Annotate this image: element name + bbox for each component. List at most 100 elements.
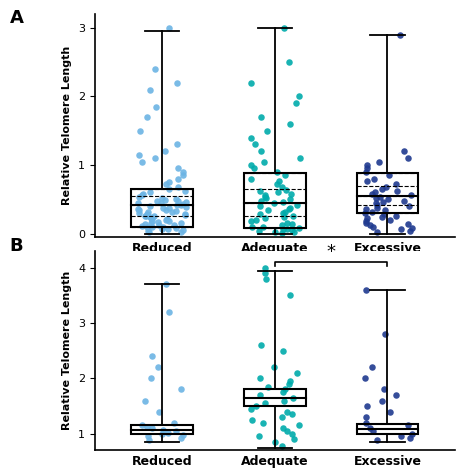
Point: [287, 204, 294, 211]
Point: [155, 408, 163, 415]
Point: [286, 120, 294, 128]
Point: [373, 437, 381, 444]
Point: [404, 220, 411, 228]
Point: [289, 212, 297, 219]
Point: [165, 204, 173, 211]
Point: [143, 423, 151, 431]
Point: [407, 191, 415, 199]
Point: [363, 161, 371, 169]
Point: [138, 222, 146, 230]
Point: [289, 430, 296, 438]
Point: [257, 197, 264, 204]
Point: [286, 195, 294, 203]
Point: [279, 424, 287, 432]
Point: [278, 183, 286, 191]
Point: [256, 202, 264, 210]
Bar: [244, 173, 306, 228]
Point: [281, 213, 288, 221]
Point: [164, 225, 172, 233]
Point: [263, 127, 271, 135]
Point: [364, 402, 371, 410]
Point: [136, 151, 143, 158]
Point: [381, 207, 389, 214]
Point: [173, 207, 180, 215]
Point: [177, 386, 185, 393]
Point: [158, 430, 165, 438]
Point: [296, 155, 303, 162]
Point: [382, 183, 389, 191]
Point: [142, 220, 149, 228]
Point: [248, 223, 255, 230]
Point: [279, 347, 287, 355]
Point: [152, 103, 159, 110]
Point: [257, 113, 264, 121]
Point: [279, 389, 286, 396]
Point: [255, 227, 263, 235]
Bar: [356, 173, 419, 213]
Bar: [131, 189, 193, 227]
Point: [261, 193, 268, 201]
Point: [283, 219, 291, 227]
Point: [259, 224, 267, 231]
Point: [362, 205, 370, 213]
Point: [148, 424, 156, 432]
Point: [146, 189, 154, 196]
Point: [163, 216, 170, 224]
Point: [250, 164, 258, 172]
Point: [392, 391, 400, 399]
Point: [273, 189, 281, 196]
Point: [281, 172, 288, 179]
Point: [252, 216, 259, 224]
Point: [279, 229, 286, 237]
Point: [279, 225, 287, 233]
Point: [385, 172, 392, 179]
Point: [262, 275, 270, 283]
Point: [177, 434, 184, 442]
Point: [397, 433, 405, 440]
Point: [287, 190, 295, 198]
Point: [177, 201, 184, 209]
Point: [406, 202, 413, 210]
Point: [179, 227, 187, 234]
Point: [371, 189, 379, 196]
Point: [257, 147, 265, 155]
Point: [404, 422, 411, 429]
Point: [361, 374, 369, 382]
Point: [290, 228, 298, 235]
Point: [147, 374, 155, 382]
Point: [368, 190, 376, 198]
Point: [279, 209, 286, 217]
Point: [278, 413, 285, 421]
Point: [145, 437, 152, 444]
Point: [144, 227, 152, 235]
Point: [272, 438, 279, 446]
Point: [146, 202, 154, 210]
Point: [270, 200, 278, 207]
Point: [138, 422, 146, 429]
Point: [362, 419, 370, 427]
Point: [164, 429, 172, 437]
Point: [363, 178, 371, 185]
Point: [256, 374, 264, 382]
Point: [256, 187, 264, 195]
Point: [260, 158, 268, 165]
Point: [261, 215, 269, 222]
Point: [161, 147, 168, 155]
Point: [155, 364, 162, 371]
Point: [152, 155, 159, 162]
Point: [380, 210, 388, 218]
Point: [386, 216, 393, 224]
Point: [363, 413, 370, 421]
Point: [164, 215, 171, 223]
Point: [145, 228, 152, 236]
Point: [172, 427, 179, 435]
Point: [363, 218, 370, 225]
Point: [281, 386, 289, 393]
Point: [364, 215, 371, 222]
Point: [247, 175, 255, 182]
Point: [165, 24, 173, 32]
Point: [287, 377, 294, 385]
Point: [161, 196, 168, 204]
Point: [155, 218, 162, 226]
Point: [373, 228, 381, 236]
